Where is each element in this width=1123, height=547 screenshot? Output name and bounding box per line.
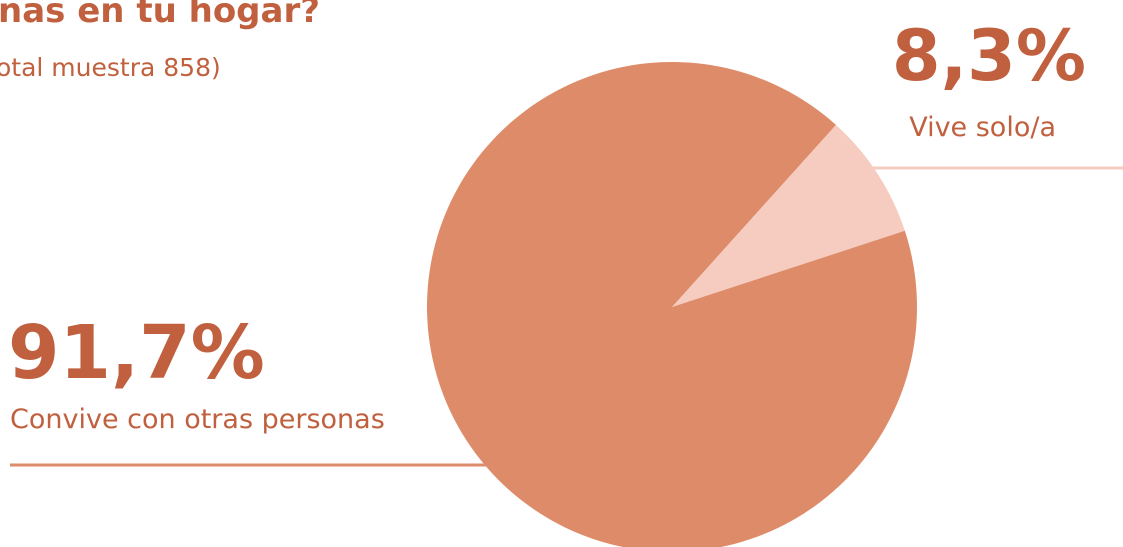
data-label-convive-percent: 91,7%	[8, 310, 265, 396]
data-label-vive-solo-percent: 8,3%	[892, 15, 1086, 97]
pie-slice-vive-solo	[672, 124, 905, 307]
pie-slice-convive	[427, 62, 918, 547]
data-label-convive: Convive con otras personas	[10, 404, 385, 435]
chart-title: nas en tu hogar?	[0, 0, 320, 31]
data-label-vive-solo: Vive solo/a	[909, 112, 1056, 143]
pie-slices	[427, 62, 918, 547]
chart-subtitle: otal muestra 858)	[0, 53, 221, 82]
